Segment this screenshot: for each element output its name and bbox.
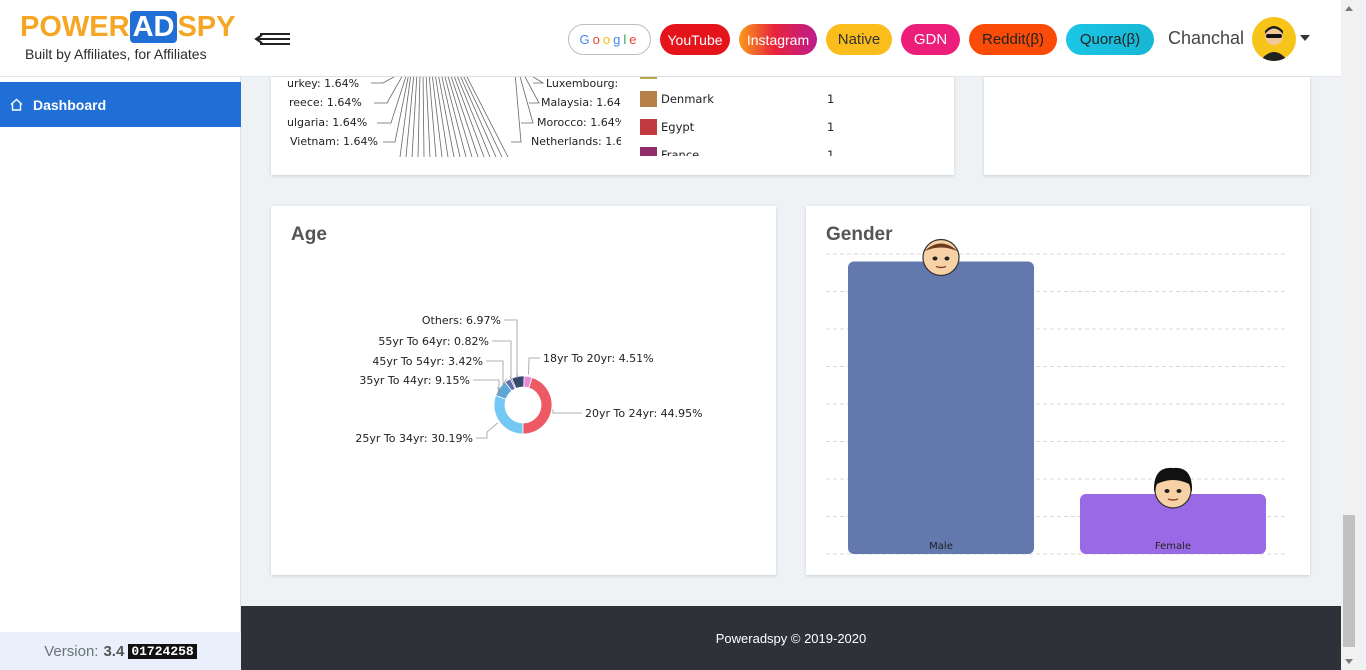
scroll-up-icon[interactable]: [1345, 6, 1353, 11]
user-name[interactable]: Chanchal: [1168, 28, 1245, 48]
footer-copyright: Poweradspy © 2019-2020: [715, 630, 867, 646]
platform-gdn-button[interactable]: GDN: [901, 24, 960, 55]
age-label-leader: [486, 360, 507, 387]
pie-label: Netherlands: 1.6: [531, 135, 621, 148]
age-label-leader: [476, 422, 498, 439]
home-icon: [10, 98, 24, 112]
gender-card: Gender Male Female: [806, 206, 1310, 575]
top-navbar: POWER AD SPY Built by Affiliates, for Affi…: [0, 0, 1341, 77]
age-slice-label: 35yr To 44yr: 9.15%: [359, 374, 470, 387]
scroll-down-icon[interactable]: [1345, 659, 1353, 664]
age-slice-label: 20yr To 24yr: 44.95%: [585, 407, 703, 420]
platform-native-button[interactable]: Native: [826, 24, 892, 55]
version-number: 3.4: [103, 642, 125, 660]
gender-bar[interactable]: [848, 261, 1034, 555]
pie-label: Luxembourg:: [546, 77, 619, 90]
age-card-title: Age: [291, 224, 327, 245]
male-face-icon: [922, 238, 960, 277]
pie-label: ulgaria: 1.64%: [287, 116, 368, 129]
age-slice-label: 45yr To 54yr: 3.42%: [372, 355, 483, 368]
country-card: urkey: 1.64% reece: 1.64% ulgaria: 1.64%…: [271, 77, 954, 175]
footer: Poweradspy © 2019-2020: [241, 606, 1341, 670]
legend-country: Egypt: [661, 120, 695, 134]
age-slice-label: 25yr To 34yr: 30.19%: [355, 432, 473, 445]
scrollbar-thumb[interactable]: [1343, 515, 1355, 647]
legend-row: Egypt 1: [640, 119, 834, 135]
version-bar: Version: 3.4 01724258: [0, 632, 241, 670]
age-donut-slice[interactable]: [511, 375, 525, 389]
user-avatar[interactable]: [1252, 17, 1296, 61]
country-pie-leader-lines: [371, 77, 545, 158]
age-label-leader: [552, 409, 582, 414]
legend-fade: [640, 156, 840, 175]
age-label-leader: [504, 319, 518, 379]
platform-reddit-button[interactable]: Reddit(β): [969, 24, 1057, 55]
user-menu-chevron-down-icon[interactable]: [1300, 35, 1310, 41]
pie-label: Morocco: 1.64%: [537, 116, 621, 129]
page-scrollbar[interactable]: [1341, 0, 1357, 670]
platform-youtube-button[interactable]: YouTube: [660, 24, 730, 55]
legend-country: Denmark: [661, 92, 714, 106]
logo-tagline: Built by Affiliates, for Affiliates: [25, 46, 207, 62]
gender-bar[interactable]: [1080, 494, 1266, 554]
platform-instagram-button[interactable]: Instagram: [739, 24, 817, 55]
pie-label: urkey: 1.64%: [287, 77, 360, 90]
pie-label: reece: 1.64%: [289, 96, 362, 109]
legend-swatch: [640, 119, 657, 135]
gender-bar-label: Female: [1155, 541, 1191, 552]
platform-quora-button[interactable]: Quora(β): [1066, 24, 1154, 55]
age-donut-chart: 18yr To 20yr: 4.51% 20yr To 24yr: 44.95% 2…: [355, 314, 703, 445]
age-slice-label: Others: 6.97%: [422, 314, 501, 327]
legend-swatch: [640, 91, 657, 107]
age-donut-slice[interactable]: [493, 395, 524, 435]
age-label-leader: [528, 357, 540, 375]
gender-bar-label: Male: [929, 541, 953, 552]
side-card: [984, 77, 1310, 175]
legend-row: Denmark 1: [640, 91, 834, 107]
logo-text-power: POWER: [20, 11, 130, 43]
gender-bar-chart: Male Female: [826, 238, 1286, 555]
pie-label: Vietnam: 1.64%: [290, 135, 378, 148]
pie-label: Malaysia: 1.64: [541, 96, 621, 109]
age-slice-label: 18yr To 20yr: 4.51%: [543, 352, 654, 365]
sidebar-toggle-icon[interactable]: [254, 28, 292, 50]
legend-swatch: [640, 77, 657, 79]
version-label: Version:: [44, 642, 99, 660]
age-slice-label: 55yr To 64yr: 0.82%: [378, 335, 489, 348]
logo-text-spy: SPY: [177, 11, 236, 43]
poweradspy-logo[interactable]: POWER AD SPY Built by Affiliates, for Affi…: [20, 11, 240, 68]
age-label-leader: [492, 340, 512, 380]
sidebar: Dashboard Version: 3.4 01724258: [0, 77, 241, 670]
age-label-leader: [473, 379, 500, 397]
gender-card-title: Gender: [826, 224, 893, 245]
legend-count: 1: [827, 148, 835, 162]
build-number: 01724258: [128, 643, 197, 659]
logo-text-ad: AD: [129, 11, 178, 43]
sidebar-item-label: Dashboard: [33, 96, 107, 113]
legend-count: 1: [827, 120, 835, 134]
age-card: Age 18yr To 20yr: 4.51% 20yr To 24yr: 44.…: [271, 206, 776, 575]
legend-count: 1: [827, 92, 835, 106]
sidebar-item-dashboard[interactable]: Dashboard: [0, 82, 241, 127]
female-face-icon: [1153, 467, 1193, 509]
